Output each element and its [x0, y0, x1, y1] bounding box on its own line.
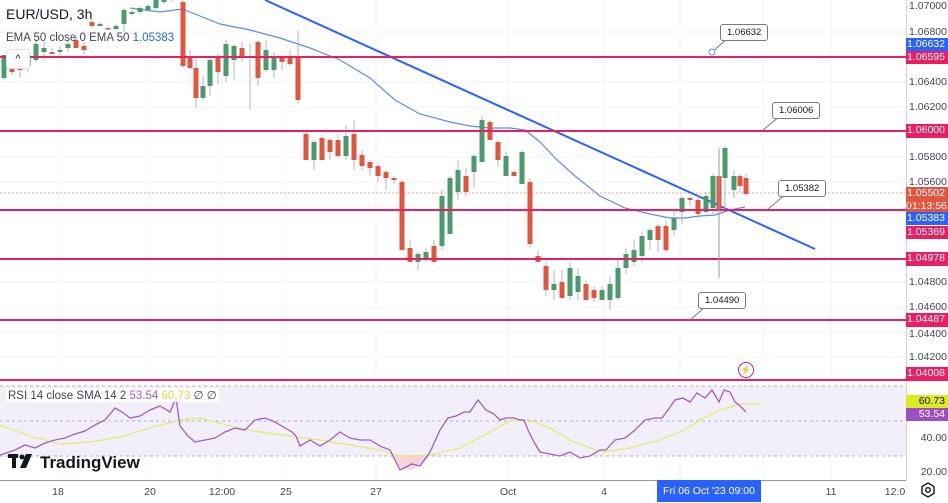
time-tick: 12:0 [884, 486, 906, 498]
candlesticks [1, 0, 749, 310]
price-tick: 1.04200 [909, 351, 947, 363]
ema-price-badge: 1.05383 [906, 212, 948, 225]
time-tick: 18 [52, 486, 64, 498]
price-callout[interactable]: 1.06006 [772, 102, 821, 119]
collapse-legend-button[interactable]: ^ [6, 49, 30, 69]
last-price-badge: 1.05502 [906, 187, 948, 200]
support-resistance-levels[interactable] [0, 56, 906, 381]
level-price-badge: 1.06000 [906, 124, 948, 138]
time-tick: Oct [499, 486, 517, 498]
price-tick: 1.04800 [909, 276, 947, 288]
time-tick: 25 [280, 486, 292, 498]
time-tick: 27 [370, 486, 382, 498]
chart-settings-icon[interactable] [920, 482, 936, 501]
rsi-badge: 53.54 [906, 408, 948, 421]
lightning-event-icon[interactable]: ⚡ [738, 362, 754, 378]
rsi-tick: 20.00 [920, 466, 947, 478]
time-tick: 4 [601, 486, 607, 498]
price-callout[interactable]: 1.06632 [720, 24, 769, 41]
price-callout[interactable]: 1.04490 [698, 292, 747, 309]
rsi-tick: 40.00 [920, 432, 947, 444]
tradingview-wordmark: TradingView [40, 453, 140, 472]
bar-countdown-badge: 01:13:56 [906, 200, 948, 212]
ema-legend-label: EMA 50 close 0 EMA 50 [6, 32, 130, 44]
grid [0, 0, 906, 480]
rsi-extra-values: ∅ ∅ [193, 390, 217, 402]
rsi-sma-line [0, 403, 760, 457]
price-tick: 1.06200 [909, 101, 947, 113]
rsi-legend[interactable]: RSI 14 close SMA 14 2 53.54 60.73 ∅ ∅ [6, 388, 219, 402]
price-tick: 1.05800 [909, 151, 947, 163]
rsi-value: 53.54 [129, 390, 159, 402]
price-callout[interactable]: 1.05382 [778, 180, 827, 197]
level-price-badge: 1.06595 [906, 51, 948, 64]
time-tick: 11 [825, 486, 837, 498]
price-tick: 1.04400 [909, 328, 947, 340]
ema-price-badge: 1.06632 [906, 38, 948, 51]
time-tick: 12:00 [208, 486, 236, 498]
trendline[interactable] [264, 0, 816, 250]
chevron-up-icon: ^ [15, 53, 21, 65]
level-price-badge: 1.04487 [906, 313, 948, 327]
price-tick: 1.04600 [909, 301, 947, 313]
level-price-badge: 1.05369 [906, 226, 948, 239]
tradingview-mark-icon [8, 453, 34, 473]
level-price-badge: 1.04978 [906, 252, 948, 266]
rsi-sma-badge: 60.73 [906, 395, 948, 408]
symbol-title[interactable]: EUR/USD, 3h [6, 6, 93, 22]
time-axis[interactable]: 18 20 12:00 25 27 Oct 4 11 12:0 [0, 480, 906, 503]
level-price-badge: 1.04008 [906, 367, 948, 381]
price-tick: 1.06400 [909, 76, 947, 88]
ema-legend[interactable]: EMA 50 close 0 EMA 50 1.05383 [6, 32, 174, 44]
price-tick: 1.07000 [909, 0, 947, 12]
rsi-sma-value: 60.73 [161, 390, 191, 402]
tradingview-logo[interactable]: TradingView [8, 453, 140, 473]
ema-legend-value: 1.05383 [132, 32, 175, 44]
rsi-legend-label: RSI 14 close SMA 14 2 [8, 390, 127, 402]
price-tick: 1.05600 [909, 176, 947, 188]
price-tick: 1.06800 [909, 26, 947, 38]
rsi-line [0, 388, 747, 471]
crosshair-time-label: Fri 06 Oct '23 09:00 [657, 480, 761, 502]
time-tick: 20 [144, 486, 156, 498]
